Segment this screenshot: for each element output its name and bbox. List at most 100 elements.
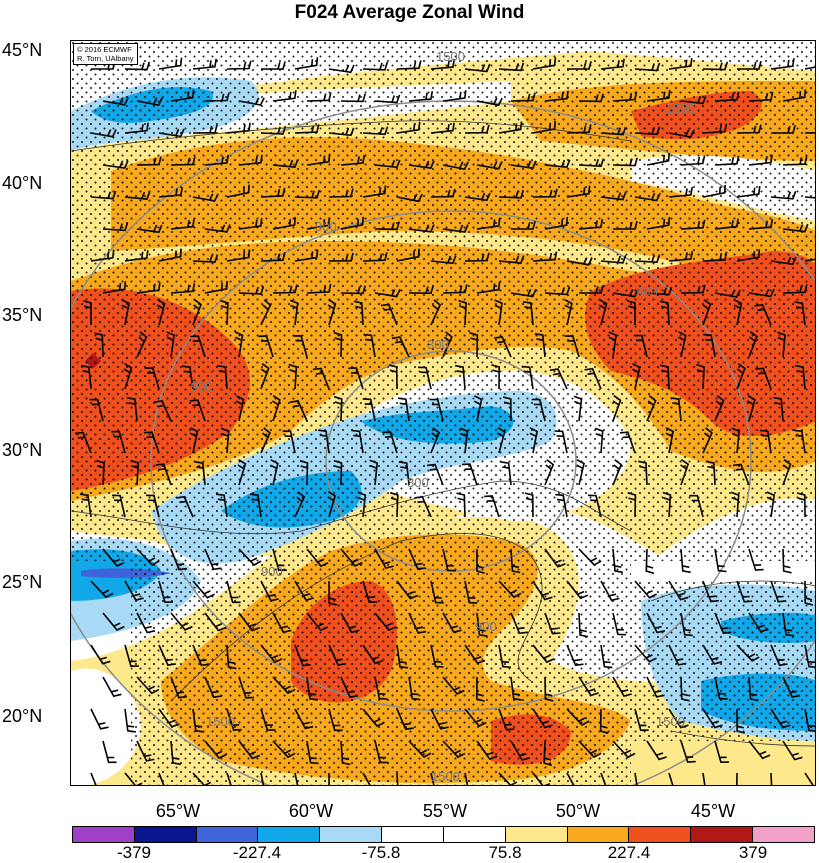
wind-barbs [74, 57, 815, 785]
wind-barb [102, 97, 129, 106]
wind-barb [220, 299, 229, 326]
wind-barb [362, 126, 389, 136]
wind-barb [340, 676, 359, 698]
wind-barb [396, 193, 423, 203]
wind-barb [638, 460, 648, 486]
wind-barb [491, 364, 501, 390]
wind-barb [714, 676, 728, 700]
wind-barb [272, 159, 299, 168]
wind-barb [156, 299, 166, 326]
wind-barb [442, 612, 462, 634]
wind-barb [102, 160, 129, 169]
wind-barb [730, 491, 740, 518]
wind-barb [226, 184, 250, 198]
wind-barb [544, 90, 569, 102]
wind-barb [235, 395, 245, 422]
wind-barb [612, 676, 632, 698]
wind-barb [238, 218, 263, 230]
wind-barb [600, 580, 620, 602]
wind-barb [442, 331, 453, 358]
wind-barb [124, 61, 151, 71]
wind-barb [458, 299, 467, 326]
wind-barb [578, 548, 602, 566]
wind-barb [600, 126, 627, 136]
wind-barb [430, 427, 441, 454]
wind-barb [578, 158, 605, 168]
wind-barb [176, 495, 194, 518]
wind-barb [534, 333, 546, 358]
wind-barb [510, 92, 536, 102]
wind-barb [289, 400, 308, 422]
wind-barb [680, 676, 690, 702]
wind-barb [136, 97, 163, 107]
wind-barb [634, 126, 661, 136]
colorbar-swatch [567, 827, 630, 842]
wind-barb [340, 740, 351, 766]
wind-barb [510, 548, 521, 574]
wind-barb [260, 580, 279, 602]
wind-barb [430, 644, 444, 668]
wind-barb [294, 580, 314, 602]
wind-barb [532, 57, 557, 70]
wind-barb [498, 644, 511, 669]
wind-barb [510, 288, 537, 298]
wind-barb [578, 93, 604, 103]
wind-barb [469, 332, 479, 358]
wind-barb [260, 252, 286, 262]
wind-barb [564, 299, 573, 326]
wind-barb [306, 740, 319, 765]
wind-barb [668, 708, 689, 729]
contour-label: 900 [261, 564, 283, 579]
wind-barb [496, 427, 506, 454]
wind-barb [408, 676, 421, 701]
wind-barb [702, 299, 712, 326]
wind-barb [102, 612, 125, 631]
wind-barb [576, 459, 585, 486]
wind-barb [340, 93, 366, 103]
wind-barb [374, 159, 401, 169]
colorbar-swatch [258, 827, 321, 842]
wind-barb [795, 364, 806, 390]
wind-barb [398, 461, 410, 486]
wind-barb [102, 222, 129, 232]
wind-barb [226, 580, 241, 604]
wind-barb [498, 708, 515, 731]
wind-barb [773, 396, 784, 422]
wind-barb [238, 97, 265, 106]
wind-barb [90, 580, 114, 599]
colorbar [72, 826, 815, 843]
wind-barb [680, 612, 693, 637]
wind-barb [646, 676, 665, 698]
wind-barb [714, 289, 741, 299]
wind-barb [532, 644, 555, 664]
wind-barb [427, 463, 444, 486]
wind-barb [748, 91, 774, 102]
wind-barb [770, 191, 797, 200]
wind-barb [755, 367, 772, 390]
wind-barb [192, 124, 218, 134]
colorbar-label: 227.4 [607, 843, 651, 862]
wind-barb [430, 580, 444, 604]
wind-barb [328, 644, 347, 666]
colorbar-swatch [73, 827, 135, 842]
wind-barb [362, 580, 378, 603]
wind-barb [89, 398, 104, 422]
wind-barb [328, 127, 355, 137]
wind-barb [158, 644, 176, 666]
wind-barb [680, 219, 706, 230]
wind-barb [328, 772, 330, 785]
wind-barb [476, 612, 488, 637]
wind-barb [702, 644, 723, 665]
contour-label: 1500 [666, 101, 695, 116]
contour-label: 1500 [431, 769, 460, 784]
wind-barb [389, 491, 399, 518]
wind-barb [748, 219, 774, 230]
wind-barb [554, 430, 568, 454]
wind-barb [748, 740, 771, 760]
wind-barb [770, 58, 795, 70]
wind-barb [238, 154, 263, 166]
white-gap-sw [71, 668, 141, 785]
wind-barb [170, 548, 188, 571]
wind-barb [136, 224, 163, 234]
colorbar-swatch [753, 827, 814, 842]
